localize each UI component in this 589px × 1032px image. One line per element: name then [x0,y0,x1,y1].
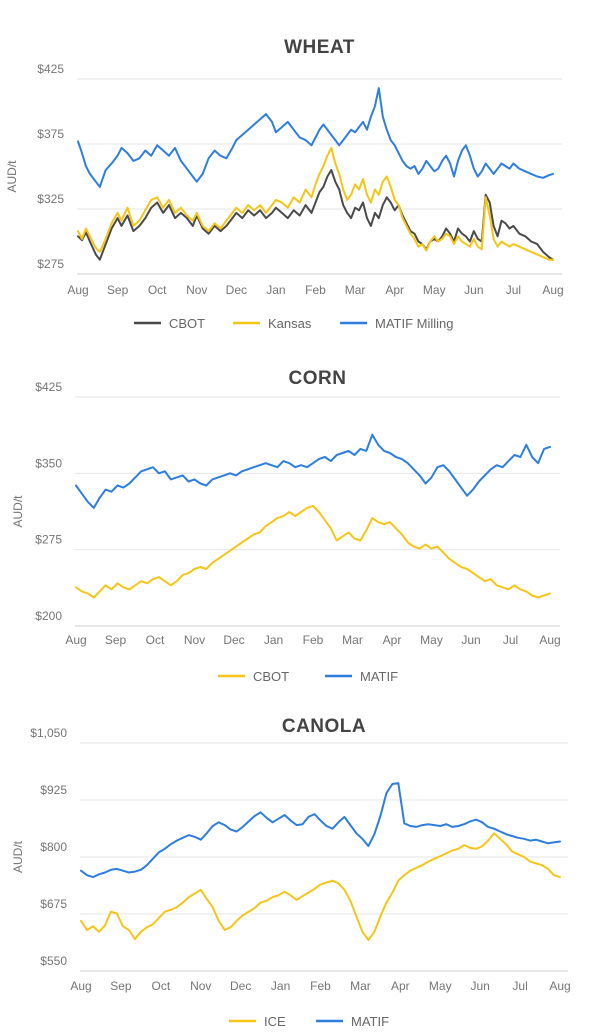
series-line-kansas [77,146,554,261]
x-tick-label: Jun [461,633,480,647]
x-tick-label: Feb [310,979,331,993]
y-tick-label: $200 [35,609,62,623]
x-tick-label: May [423,283,446,297]
x-tick-label: Dec [226,283,247,297]
chart-title: WHEAT [284,37,355,58]
y-tick-label: $1,050 [30,726,67,740]
x-tick-label: Aug [67,283,88,297]
x-tick-label: Feb [305,283,326,297]
series-line-matif [80,782,561,879]
y-axis-title: AUD/t [11,495,25,528]
chart-wheat: WHEAT $275 $325 $375 $425 AUD/t Aug Sep Oct Nov De… [5,37,564,331]
y-tick-label: $675 [40,897,67,911]
chart-canola: CANOLA $550 $675 $800 $925 $1,050 AUD/t Aug Sep O… [11,716,571,1029]
series-line-cbot [77,169,554,261]
x-tick-label: Nov [184,633,205,647]
x-tick-label: Jun [464,283,483,297]
y-tick-label: $425 [37,62,64,76]
x-tick-label: Jul [503,633,518,647]
x-tick-label: Apr [391,979,410,993]
y-tick-label: $925 [40,783,67,797]
y-tick-label: $375 [37,127,64,141]
x-tick-label: Aug [549,979,570,993]
x-tick-label: May [429,979,452,993]
y-tick-label: $800 [40,840,67,854]
legend-label: MATIF [351,1014,389,1029]
y-axis-title: AUD/t [11,840,25,873]
x-tick-label: Aug [70,979,91,993]
chart-title: CANOLA [282,716,366,737]
series-line-matif [75,433,551,509]
x-tick-label: Oct [146,633,165,647]
x-tick-label: Jun [470,979,489,993]
legend-label: CBOT [169,316,205,331]
x-tick-label: Aug [542,283,563,297]
x-tick-label: Aug [65,633,86,647]
x-tick-label: Mar [345,283,366,297]
x-tick-label: Sep [107,283,129,297]
legend-label: MATIF [360,669,398,684]
legend: ICE MATIF [229,1014,389,1029]
x-tick-label: Nov [190,979,211,993]
y-tick-label: $275 [35,533,62,547]
chart-title: CORN [289,368,347,389]
y-tick-label: $425 [35,380,62,394]
legend-label: MATIF Milling [375,316,453,331]
x-tick-label: Jan [264,633,283,647]
x-tick-label: Nov [186,283,207,297]
series-line-matif-milling [77,87,554,188]
legend: CBOT MATIF [218,669,398,684]
y-tick-label: $275 [37,257,64,271]
x-tick-label: Dec [223,633,244,647]
x-tick-label: Dec [230,979,251,993]
legend-label: CBOT [253,669,289,684]
series-line-cbot [75,504,551,599]
x-tick-label: May [420,633,443,647]
series-line-ice [80,832,561,941]
x-tick-label: Sep [105,633,127,647]
legend-label: ICE [264,1014,286,1029]
x-tick-label: Apr [385,283,404,297]
y-tick-label: $550 [40,954,67,968]
x-tick-label: Jul [506,283,521,297]
legend: CBOT Kansas MATIF Milling [134,316,453,331]
chart-corn: CORN $200 $275 $350 $425 AUD/t Aug Sep Oct Nov Dec… [11,368,561,684]
x-tick-label: Oct [151,979,170,993]
y-tick-label: $325 [37,192,64,206]
x-tick-label: Mar [350,979,371,993]
x-tick-label: Oct [148,283,167,297]
x-tick-label: Sep [110,979,132,993]
x-tick-label: Jul [512,979,527,993]
x-tick-label: Aug [539,633,560,647]
y-tick-label: $350 [35,456,62,470]
legend-label: Kansas [268,316,312,331]
x-tick-label: Mar [342,633,363,647]
x-tick-label: Jan [271,979,290,993]
x-tick-label: Feb [303,633,324,647]
x-tick-label: Apr [383,633,402,647]
y-axis-title: AUD/t [5,160,19,193]
x-tick-label: Jan [266,283,285,297]
